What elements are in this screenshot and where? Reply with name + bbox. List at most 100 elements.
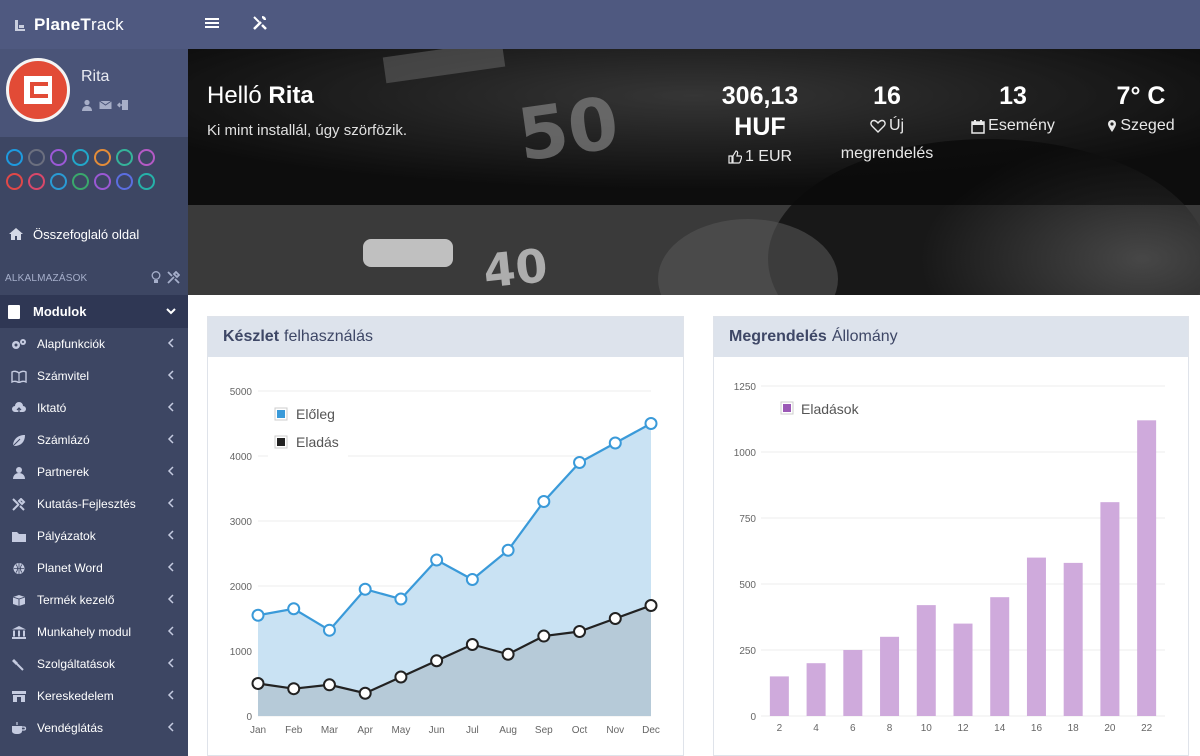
data-point — [430, 553, 444, 567]
data-point — [251, 677, 265, 690]
sidebar-item-label: Alapfunkciók — [37, 337, 106, 351]
sidebar: PlaneTrack Rita Összefoglaló oldal ALKAL… — [0, 0, 188, 756]
x-tick-label: Jan — [250, 725, 266, 736]
sidebar-item-számlázó[interactable]: Számlázó — [0, 424, 188, 456]
x-tick-label: 12 — [957, 723, 969, 734]
theme-swatch[interactable] — [6, 149, 23, 166]
theme-swatches — [6, 149, 176, 197]
legend-label: Előleg — [296, 406, 335, 422]
x-tick-label: Oct — [572, 725, 588, 736]
user-icon[interactable] — [81, 96, 93, 111]
user-profile: Rita — [0, 49, 188, 137]
x-tick-label: Nov — [606, 725, 624, 736]
theme-swatch[interactable] — [28, 173, 45, 190]
sidebar-item-summary[interactable]: Összefoglaló oldal — [0, 218, 188, 250]
bar — [1137, 420, 1157, 716]
theme-swatch[interactable] — [50, 149, 67, 166]
module-menu: Alapfunkciók Számvitel Iktató Számlázó Partn… — [0, 328, 188, 744]
theme-swatch[interactable] — [28, 149, 45, 166]
series-area — [258, 605, 651, 716]
x-tick-label: Sep — [535, 725, 553, 736]
theme-swatch[interactable] — [116, 149, 133, 166]
x-tick-label: Jun — [429, 725, 445, 736]
sidebar-item-label: Termék kezelő — [37, 593, 115, 607]
data-point — [644, 599, 658, 612]
theme-swatch[interactable] — [116, 173, 133, 190]
sidebar-item-partnerek[interactable]: Partnerek — [0, 456, 188, 488]
sidebar-item-label: Munkahely modul — [37, 625, 132, 639]
stat-exchange-rate: 306,13 HUF 1 EUR — [721, 82, 799, 165]
sidebar-item-számvitel[interactable]: Számvitel — [0, 360, 188, 392]
chevron-left-icon — [167, 689, 174, 703]
theme-swatch[interactable] — [94, 149, 111, 166]
x-tick-label: Dec — [642, 725, 660, 736]
sidebar-item-label: Kereskedelem — [37, 689, 114, 703]
sidebar-item-label: Számvitel — [37, 369, 90, 383]
chevron-down-icon — [166, 308, 176, 315]
theme-swatch[interactable] — [94, 173, 111, 190]
stat-events: 13 Esemény — [953, 81, 1073, 140]
data-point — [501, 543, 515, 557]
y-tick-label: 1000 — [734, 448, 757, 459]
data-point — [644, 417, 658, 430]
theme-swatch[interactable] — [72, 173, 89, 190]
menu-icon[interactable] — [205, 16, 219, 30]
tools-icon[interactable] — [252, 15, 268, 31]
sidebar-item-label: Összefoglaló oldal — [33, 226, 140, 242]
stock-usage-chart: 0 1000 2000 3000 4000 5000 Jan Feb Mar Apr May Jun J… — [230, 387, 660, 736]
sidebar-item-termék-kezelő[interactable]: Termék kezelő — [0, 584, 188, 616]
sidebar-item-planet-word[interactable]: Planet Word — [0, 552, 188, 584]
plane-icon — [15, 19, 25, 31]
sidebar-item-label: Pályázatok — [37, 529, 96, 543]
sidebar-item-label: Kutatás-Fejlesztés — [37, 497, 136, 511]
data-point — [358, 582, 372, 596]
data-point — [358, 686, 372, 700]
sidebar-item-kereskedelem[interactable]: Kereskedelem — [0, 680, 188, 712]
theme-swatch[interactable] — [50, 173, 67, 190]
store-icon — [11, 690, 27, 703]
data-point — [430, 654, 444, 668]
x-tick-label: 20 — [1104, 723, 1116, 734]
sidebar-item-iktató[interactable]: Iktató — [0, 392, 188, 424]
theme-swatch[interactable] — [72, 149, 89, 166]
sidebar-item-kutatás-fejlesztés[interactable]: Kutatás-Fejlesztés — [0, 488, 188, 520]
data-point — [287, 682, 301, 696]
tools-icon[interactable] — [167, 271, 180, 284]
sidebar-item-alapfunkciók[interactable]: Alapfunkciók — [0, 328, 188, 360]
brand-name: PlaneTrack — [34, 14, 124, 34]
sidebar-item-pályázatok[interactable]: Pályázatok — [0, 520, 188, 552]
globe-icon — [11, 562, 27, 575]
stat-new-orders: 16 Új megrendelés — [840, 82, 934, 162]
sidebar-item-munkahely-modul[interactable]: Munkahely modul — [0, 616, 188, 648]
brand-header[interactable]: PlaneTrack — [0, 0, 188, 49]
avatar[interactable] — [6, 58, 70, 122]
stat-weather: 7° C Szeged — [1086, 81, 1196, 140]
mail-icon[interactable] — [99, 96, 112, 109]
data-point — [537, 629, 551, 643]
bar — [769, 676, 789, 716]
sign-out-icon[interactable] — [116, 96, 129, 110]
x-tick-label: Aug — [499, 725, 517, 736]
bar — [806, 663, 826, 716]
data-point — [322, 678, 336, 692]
section-header-applications: ALKALMAZÁSOK — [0, 266, 188, 290]
sidebar-item-vendéglátás[interactable]: Vendéglátás — [0, 712, 188, 744]
theme-swatch[interactable] — [138, 173, 155, 190]
y-tick-label: 750 — [739, 514, 756, 525]
theme-swatch[interactable] — [138, 149, 155, 166]
sidebar-item-label: Planet Word — [37, 561, 103, 575]
stock-usage-panel: Készlet felhasználás 0 1000 2000 3000 4000 500… — [207, 316, 684, 756]
chevron-left-icon — [167, 369, 174, 383]
y-tick-label: 1000 — [230, 647, 253, 658]
theme-swatch[interactable] — [6, 173, 23, 190]
sidebar-item-modules[interactable]: Modulok — [0, 295, 188, 328]
series-line — [257, 422, 652, 632]
data-point — [251, 608, 265, 622]
y-tick-label: 3000 — [230, 517, 253, 528]
bar — [916, 605, 936, 716]
chevron-left-icon — [167, 465, 174, 479]
lightbulb-icon[interactable] — [151, 271, 161, 284]
y-tick-label: 500 — [739, 580, 756, 591]
sidebar-item-szolgáltatások[interactable]: Szolgáltatások — [0, 648, 188, 680]
y-tick-label: 2000 — [230, 582, 253, 593]
